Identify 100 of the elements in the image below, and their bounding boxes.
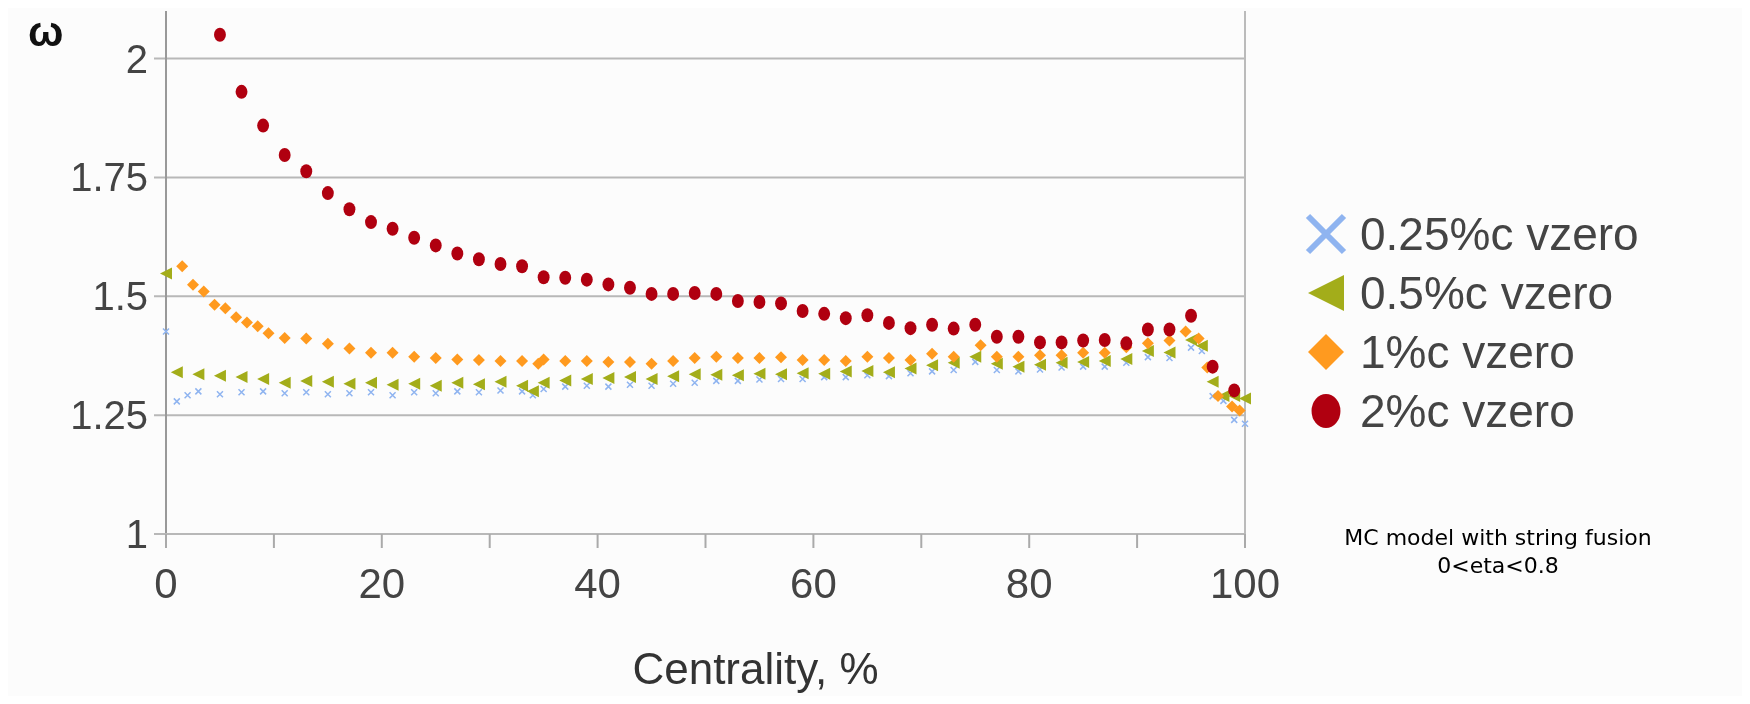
point bbox=[1212, 390, 1225, 403]
point bbox=[1185, 308, 1197, 323]
x-tick-label: 80 bbox=[1005, 560, 1053, 607]
point bbox=[1192, 332, 1205, 345]
point bbox=[839, 354, 852, 367]
point bbox=[710, 368, 723, 381]
point bbox=[645, 357, 658, 370]
point bbox=[667, 354, 680, 367]
point bbox=[343, 202, 356, 217]
point bbox=[688, 285, 701, 300]
point bbox=[796, 304, 809, 319]
point bbox=[947, 350, 960, 363]
point bbox=[1012, 329, 1025, 344]
point bbox=[990, 357, 1003, 370]
point bbox=[192, 368, 205, 381]
point bbox=[240, 316, 253, 329]
point bbox=[1206, 375, 1219, 388]
point bbox=[602, 372, 615, 385]
y-tick-label: 1.5 bbox=[92, 274, 148, 319]
point bbox=[235, 84, 248, 99]
point bbox=[278, 376, 291, 389]
point bbox=[753, 352, 766, 365]
point bbox=[280, 389, 289, 398]
point bbox=[160, 267, 172, 280]
y-tick-label: 1 bbox=[125, 512, 148, 556]
point bbox=[257, 118, 270, 133]
point bbox=[645, 286, 658, 301]
point bbox=[453, 387, 462, 396]
point bbox=[1033, 358, 1046, 371]
point bbox=[432, 389, 440, 398]
point bbox=[580, 272, 593, 287]
point bbox=[1120, 353, 1133, 366]
point bbox=[1141, 337, 1154, 350]
x-tick-label: 40 bbox=[574, 560, 621, 607]
point bbox=[321, 186, 334, 201]
point bbox=[710, 350, 723, 363]
point bbox=[839, 365, 852, 378]
point bbox=[219, 302, 232, 315]
point bbox=[1141, 322, 1154, 337]
point bbox=[494, 375, 507, 388]
point bbox=[1163, 346, 1176, 359]
point bbox=[386, 378, 399, 391]
point bbox=[882, 352, 895, 365]
point bbox=[688, 368, 701, 381]
point bbox=[1077, 346, 1090, 359]
point bbox=[472, 252, 485, 267]
point bbox=[1163, 322, 1176, 337]
point bbox=[235, 371, 248, 384]
point bbox=[537, 353, 550, 366]
point bbox=[408, 350, 421, 363]
point bbox=[300, 374, 313, 387]
point bbox=[1144, 353, 1152, 361]
point bbox=[818, 367, 831, 380]
point bbox=[278, 148, 291, 163]
y-tick-label: 2 bbox=[125, 36, 148, 81]
point bbox=[667, 286, 680, 301]
point bbox=[343, 342, 356, 355]
point bbox=[755, 375, 764, 384]
point bbox=[623, 355, 636, 368]
point bbox=[537, 376, 550, 389]
point bbox=[580, 354, 593, 367]
point bbox=[623, 371, 636, 384]
point bbox=[777, 375, 785, 383]
point bbox=[386, 346, 399, 359]
point bbox=[278, 332, 291, 345]
point bbox=[969, 317, 982, 332]
point bbox=[904, 321, 917, 336]
point bbox=[796, 353, 809, 366]
point bbox=[1206, 359, 1219, 374]
point bbox=[300, 332, 313, 345]
point bbox=[734, 377, 742, 385]
point bbox=[429, 379, 442, 392]
point bbox=[1055, 356, 1068, 369]
x-tick-label: 20 bbox=[358, 560, 406, 607]
point bbox=[559, 354, 572, 367]
point bbox=[213, 369, 226, 382]
point bbox=[472, 378, 485, 391]
point bbox=[1055, 349, 1068, 362]
point bbox=[667, 370, 680, 383]
legend-label: 1%c vzero bbox=[1360, 326, 1575, 378]
point bbox=[516, 259, 529, 274]
point bbox=[494, 354, 507, 367]
point bbox=[904, 362, 917, 375]
point bbox=[214, 27, 226, 42]
point bbox=[300, 164, 313, 179]
point bbox=[1033, 349, 1046, 362]
point bbox=[818, 306, 831, 321]
point bbox=[257, 373, 270, 385]
point bbox=[559, 270, 572, 285]
point bbox=[604, 382, 613, 391]
point bbox=[926, 347, 939, 360]
point bbox=[1228, 383, 1241, 398]
point bbox=[1195, 339, 1208, 352]
point bbox=[753, 367, 766, 380]
point bbox=[990, 350, 1003, 363]
x-tick-label: 60 bbox=[790, 560, 837, 607]
point bbox=[1034, 335, 1046, 350]
y-tick-label: 1.25 bbox=[70, 393, 148, 438]
point bbox=[580, 373, 593, 385]
point bbox=[1098, 346, 1111, 359]
